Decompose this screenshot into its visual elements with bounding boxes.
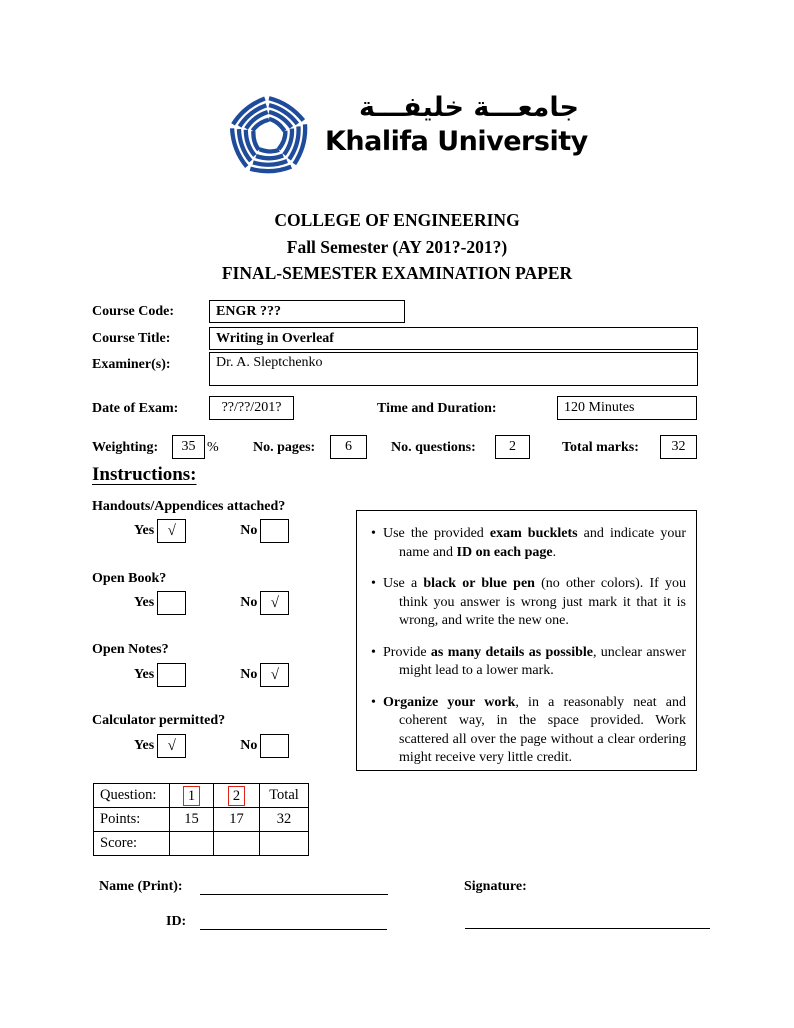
khalifa-logo-mark bbox=[229, 96, 308, 174]
examiner-box: Dr. A. Sleptchenko bbox=[209, 352, 698, 386]
date-of-exam-box: ??/??/201? bbox=[209, 396, 294, 420]
num-questions-box: 2 bbox=[495, 435, 530, 459]
score-table: Question: 1 2 Total Points: 15 17 32 Sco… bbox=[93, 783, 309, 856]
id-line bbox=[200, 928, 387, 930]
score-total-cell bbox=[259, 831, 309, 856]
weighting-value: 35 bbox=[181, 439, 196, 454]
course-title-value: Writing in Overleaf bbox=[216, 330, 334, 346]
points-q2-cell: 17 bbox=[213, 807, 260, 832]
calculator-yes-checkbox: √ bbox=[157, 734, 187, 758]
weighting-unit: % bbox=[207, 440, 219, 455]
points-label-cell: Points: bbox=[93, 807, 170, 832]
no-label: No bbox=[240, 523, 258, 538]
id-label: ID: bbox=[166, 914, 187, 929]
question-2-cell: 2 bbox=[213, 783, 260, 808]
yes-label: Yes bbox=[134, 738, 155, 753]
open-book-question-label: Open Book? bbox=[92, 571, 167, 586]
semester-title: Fall Semester (AY 201?-201?) bbox=[286, 236, 508, 257]
calculator-question-label: Calculator permitted? bbox=[92, 713, 226, 728]
num-questions-label: No. questions: bbox=[391, 440, 476, 455]
check-mark: √ bbox=[167, 737, 176, 754]
weighting-label: Weighting: bbox=[92, 440, 159, 455]
num-pages-value: 6 bbox=[345, 439, 352, 454]
total-marks-box: 32 bbox=[660, 435, 697, 459]
table-row: Question: 1 2 Total bbox=[93, 783, 309, 808]
question-2-link[interactable]: 2 bbox=[227, 785, 246, 806]
open-notes-yes-no-row: Yes No √ bbox=[134, 663, 290, 687]
check-mark: √ bbox=[270, 666, 279, 683]
yes-label: Yes bbox=[134, 667, 155, 682]
points-q1-cell: 15 bbox=[169, 807, 214, 832]
university-name-english: Khalifa University bbox=[325, 126, 588, 157]
exam-rules-box: Use the provided exam bucklets and indic… bbox=[356, 510, 697, 771]
question-1-cell: 1 bbox=[169, 783, 214, 808]
calculator-yes-no-row: Yes √ No bbox=[134, 734, 290, 758]
course-code-value: ENGR ??? bbox=[216, 303, 281, 319]
instruction-bullet: Provide as many details as possible, unc… bbox=[370, 644, 686, 681]
name-print-label: Name (Print): bbox=[99, 879, 183, 894]
exam-paper-title: FINAL-SEMESTER EXAMINATION PAPER bbox=[221, 263, 573, 283]
score-q1-cell bbox=[169, 831, 214, 856]
course-title-label: Course Title: bbox=[92, 331, 171, 346]
table-row: Points: 15 17 32 bbox=[93, 807, 309, 832]
num-pages-label: No. pages: bbox=[253, 440, 316, 455]
college-title: COLLEGE OF ENGINEERING bbox=[274, 210, 520, 230]
num-pages-box: 6 bbox=[330, 435, 367, 459]
instruction-bullet: Organize your work, in a reasonably neat… bbox=[370, 694, 686, 768]
points-total-cell: 32 bbox=[259, 807, 309, 832]
score-q2-cell bbox=[213, 831, 260, 856]
check-mark: √ bbox=[167, 522, 176, 539]
university-name-arabic: جامعـــة خليفـــة bbox=[358, 92, 579, 123]
table-row: Score: bbox=[93, 831, 309, 856]
open-book-yes-checkbox bbox=[157, 591, 187, 615]
score-label-cell: Score: bbox=[93, 831, 170, 856]
open-notes-yes-checkbox bbox=[157, 663, 187, 687]
question-header-cell: Question: bbox=[93, 783, 170, 808]
weighting-box: 35 bbox=[172, 435, 205, 459]
time-duration-box: 120 Minutes bbox=[557, 396, 697, 420]
exam-rules-list: Use the provided exam bucklets and indic… bbox=[370, 525, 686, 768]
no-label: No bbox=[240, 738, 258, 753]
handouts-yes-checkbox: √ bbox=[157, 519, 187, 543]
check-mark: √ bbox=[270, 594, 279, 611]
date-of-exam-value: ??/??/201? bbox=[221, 400, 282, 415]
title-block: COLLEGE OF ENGINEERING Fall Semester (AY… bbox=[0, 207, 794, 287]
name-line bbox=[200, 893, 388, 895]
university-logo: جامعـــة خليفـــة Khalifa University bbox=[226, 90, 588, 182]
instructions-heading: Instructions: bbox=[92, 464, 197, 485]
handouts-question-label: Handouts/Appendices attached? bbox=[92, 499, 286, 514]
calculator-no-checkbox bbox=[260, 734, 290, 758]
course-code-box: ENGR ??? bbox=[209, 300, 405, 323]
instruction-bullet: Use the provided exam bucklets and indic… bbox=[370, 525, 686, 562]
signature-line bbox=[465, 927, 710, 929]
examiner-value: Dr. A. Sleptchenko bbox=[216, 355, 323, 370]
question-1-link[interactable]: 1 bbox=[182, 785, 201, 806]
num-questions-value: 2 bbox=[509, 439, 516, 454]
handouts-yes-no-row: Yes √ No bbox=[134, 519, 290, 543]
time-duration-value: 120 Minutes bbox=[564, 400, 635, 415]
course-code-label: Course Code: bbox=[92, 304, 175, 319]
open-book-no-checkbox: √ bbox=[260, 591, 290, 615]
total-marks-value: 32 bbox=[671, 439, 686, 454]
no-label: No bbox=[240, 595, 258, 610]
date-of-exam-label: Date of Exam: bbox=[92, 401, 179, 416]
total-header-cell: Total bbox=[259, 783, 309, 808]
course-title-box: Writing in Overleaf bbox=[209, 327, 698, 350]
no-label: No bbox=[240, 667, 258, 682]
instruction-bullet: Use a black or blue pen (no other colors… bbox=[370, 575, 686, 631]
signature-label: Signature: bbox=[464, 879, 527, 894]
open-notes-question-label: Open Notes? bbox=[92, 642, 169, 657]
yes-label: Yes bbox=[134, 595, 155, 610]
examiner-label: Examiner(s): bbox=[92, 357, 171, 372]
yes-label: Yes bbox=[134, 523, 155, 538]
total-marks-label: Total marks: bbox=[562, 440, 639, 455]
time-duration-label: Time and Duration: bbox=[377, 401, 497, 416]
open-notes-no-checkbox: √ bbox=[260, 663, 290, 687]
handouts-no-checkbox bbox=[260, 519, 290, 543]
open-book-yes-no-row: Yes No √ bbox=[134, 591, 290, 615]
